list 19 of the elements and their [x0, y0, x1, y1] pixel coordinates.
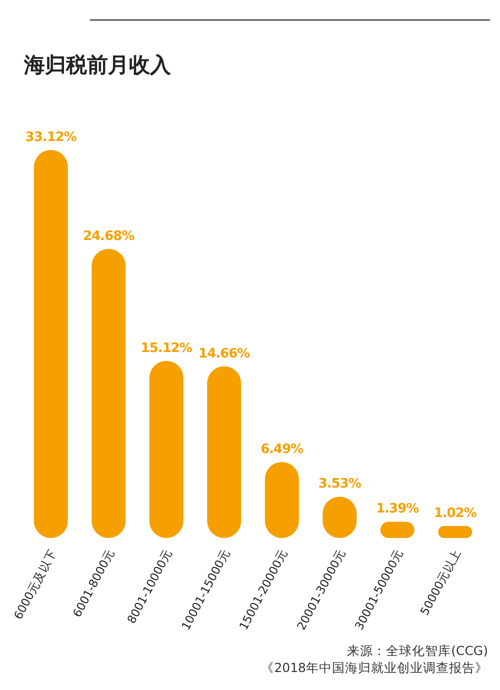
text: 《2018年中国海归就业创业调查报告》 — [261, 660, 488, 675]
data-label: 1.39% — [376, 502, 420, 517]
bar — [380, 522, 414, 538]
x-tick-label: 6000元及以下 — [10, 546, 60, 622]
bar — [92, 248, 126, 538]
data-label: 15.12% — [140, 340, 192, 356]
bar — [207, 366, 242, 538]
bar — [438, 526, 472, 538]
bar — [264, 462, 299, 538]
data-label: 6.49% — [260, 442, 304, 457]
data-label: 14.66% — [198, 346, 250, 362]
source-note: 来源：全球化智库(CCG) — [347, 643, 488, 658]
data-label: 24.68% — [83, 228, 135, 244]
data-label: 1.02% — [434, 506, 477, 522]
chart-title: 海归税前月收入 — [23, 53, 172, 77]
bar — [149, 360, 184, 538]
data-label: 3.53% — [318, 476, 362, 492]
data-label: 33.12% — [25, 130, 77, 145]
bar — [34, 150, 68, 538]
